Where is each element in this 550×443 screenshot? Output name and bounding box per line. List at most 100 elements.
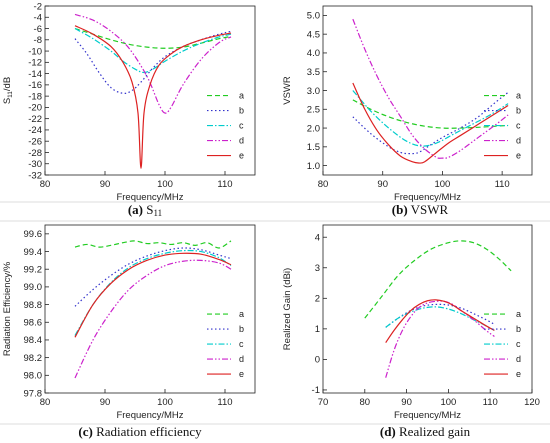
x-tick-label: 70 (318, 397, 329, 408)
x-axis-label: Frequency/MHz (394, 410, 461, 421)
plot-frame (322, 224, 533, 394)
chart-panel-p2: 80 90 100 110 1.0 1.5 2.0 2.5 3.0 3.5 4.0 4.5 5.0 Fre… (282, 5, 533, 217)
legend-label-e: e (239, 369, 244, 379)
series-line-c (352, 90, 509, 147)
y-tick-label: -24 (28, 125, 42, 136)
x-tick-label: 80 (360, 397, 371, 408)
plot-frame (322, 5, 533, 176)
series-line-e (74, 252, 232, 338)
x-tick-label: 100 (157, 179, 173, 190)
series-line-d (74, 259, 232, 379)
legend-label-d: d (239, 354, 244, 364)
plot-frame (44, 5, 256, 176)
x-tick-label: 80 (40, 179, 51, 190)
y-tick-label: 3.0 (307, 86, 320, 97)
y-tick-label: 1 (315, 324, 320, 335)
x-tick-label: 110 (495, 179, 510, 190)
y-tick-label: 2.0 (307, 123, 320, 134)
panel-caption: (a) S11 (128, 202, 162, 218)
series-line-e (385, 299, 495, 343)
y-tick-label: -6 (34, 24, 42, 35)
y-tick-label: 4.0 (307, 48, 320, 59)
series-line-c (74, 249, 232, 336)
series-line-c (74, 28, 232, 74)
x-tick-label: 110 (217, 179, 232, 190)
series-line-e (352, 82, 509, 164)
y-tick-label: 99.0 (24, 282, 43, 293)
x-tick-label: 100 (440, 397, 456, 408)
x-axis-label: Frequency/MHz (394, 192, 461, 203)
x-tick-label: 120 (524, 397, 540, 408)
y-tick-label: -8 (34, 35, 42, 46)
x-tick-label: 100 (157, 397, 173, 408)
legend-label-e: e (516, 151, 521, 161)
x-tick-label: 110 (217, 397, 232, 408)
y-tick-label: -30 (28, 159, 42, 170)
x-tick-label: 80 (318, 179, 329, 190)
y-tick-label: 98.0 (24, 371, 43, 382)
legend-label-c: c (516, 339, 521, 349)
legend-label-b: b (239, 324, 244, 334)
chart-panel-p4: 70 80 90 100 110 120 -1 0 1 2 3 4 Frequency/MHz Reali… (282, 224, 540, 439)
y-tick-label: -26 (28, 137, 42, 148)
x-tick-label: 90 (100, 397, 111, 408)
y-tick-label: 5.0 (307, 11, 320, 22)
y-tick-label: -16 (28, 80, 42, 91)
x-tick-label: 90 (377, 179, 388, 190)
legend-label-e: e (239, 151, 244, 161)
panel-caption: (c) Radiation efficiency (78, 424, 202, 439)
legend-label-a: a (516, 309, 521, 319)
series-line-b (74, 30, 232, 95)
legend-label-b: b (516, 106, 521, 116)
y-tick-label: 98.6 (24, 318, 43, 329)
plot-frame (44, 224, 256, 394)
y-tick-label: -10 (28, 46, 42, 57)
y-axis-label: Radiation Efficiency/% (2, 261, 13, 356)
series-line-b (74, 247, 232, 307)
y-tick-label: -1 (312, 385, 320, 396)
y-tick-label: -22 (28, 114, 42, 125)
y-tick-label: 3.5 (307, 67, 320, 78)
y-tick-label: 99.2 (24, 265, 43, 276)
series-line-d (385, 300, 495, 378)
y-tick-label: -32 (28, 170, 42, 181)
chart-panel-p3: 80 90 100 110 97.8 98.0 98.2 98.4 98.6 98.8 99.0 99… (2, 224, 256, 439)
legend-label-d: d (516, 354, 521, 364)
y-tick-label: 0 (315, 355, 320, 366)
y-tick-label: 2 (315, 294, 320, 305)
y-tick-label: 4.5 (307, 29, 320, 40)
y-tick-label: -20 (28, 103, 42, 114)
x-tick-label: 90 (100, 179, 111, 190)
panel-caption: (d) Realized gain (380, 424, 471, 439)
series-line-c (385, 306, 495, 331)
y-axis-label: VSWR (282, 76, 293, 105)
x-tick-label: 100 (434, 179, 450, 190)
y-tick-label: 97.8 (24, 388, 43, 399)
y-tick-label: 4 (315, 233, 320, 244)
series-line-a (74, 27, 232, 49)
y-tick-label: 99.6 (24, 229, 43, 240)
x-tick-label: 80 (40, 397, 51, 408)
y-tick-label: -2 (34, 1, 42, 12)
y-tick-label: 98.2 (24, 353, 43, 364)
y-axis-label: S11/dB (2, 77, 14, 104)
y-tick-label: -14 (28, 69, 42, 80)
chart-panel-p1: 80 90 100 110 -32-30-28-26-24-22-20-18-16-14… (2, 1, 256, 218)
legend-label-e: e (516, 369, 521, 379)
y-tick-label: 3 (315, 263, 320, 274)
x-tick-label: 110 (483, 397, 498, 408)
y-tick-label: 98.4 (24, 335, 43, 346)
legend-label-a: a (516, 91, 521, 101)
series-line-a (352, 99, 509, 129)
legend-label-a: a (239, 309, 244, 319)
y-tick-label: 2.5 (307, 105, 320, 116)
series-line-e (74, 25, 232, 169)
legend-label-c: c (239, 339, 244, 349)
y-tick-label: 1.0 (307, 161, 320, 172)
y-tick-label: -28 (28, 148, 42, 159)
series-line-d (352, 18, 509, 159)
